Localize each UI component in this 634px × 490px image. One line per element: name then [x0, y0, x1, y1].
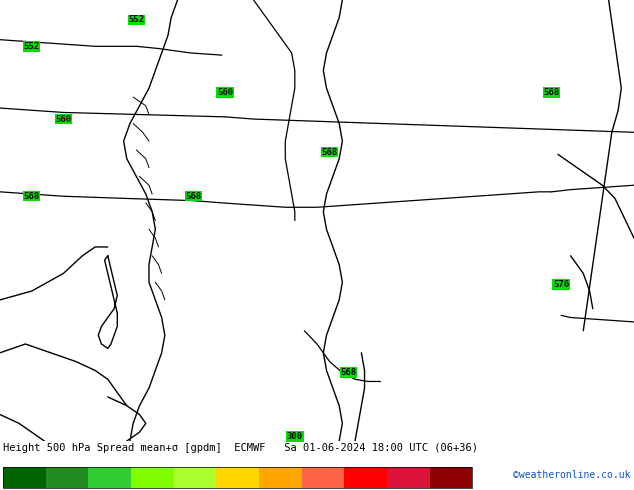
Bar — [430, 467, 472, 488]
Bar — [3, 467, 46, 488]
Text: 568: 568 — [543, 88, 560, 97]
Text: 560: 560 — [217, 88, 233, 97]
Bar — [131, 467, 174, 488]
Bar — [216, 467, 259, 488]
Text: 552: 552 — [23, 42, 40, 51]
Text: 568: 568 — [321, 147, 338, 157]
Bar — [302, 467, 344, 488]
Text: 568: 568 — [185, 192, 202, 201]
Text: 576: 576 — [553, 280, 569, 289]
Text: 552: 552 — [128, 15, 145, 24]
Text: Height 500 hPa Spread mean+σ [gpdm]  ECMWF   Sa 01-06-2024 18:00 UTC (06+36): Height 500 hPa Spread mean+σ [gpdm] ECMW… — [3, 443, 478, 453]
Bar — [259, 467, 302, 488]
Text: 568: 568 — [340, 368, 357, 377]
Bar — [3, 467, 472, 488]
Text: 300: 300 — [287, 432, 303, 441]
Bar — [344, 467, 387, 488]
Bar — [174, 467, 216, 488]
Bar — [46, 467, 89, 488]
Text: ©weatheronline.co.uk: ©weatheronline.co.uk — [514, 470, 631, 480]
Text: 568: 568 — [23, 192, 40, 201]
Bar — [89, 467, 131, 488]
Text: 560: 560 — [55, 115, 72, 123]
Bar — [387, 467, 430, 488]
